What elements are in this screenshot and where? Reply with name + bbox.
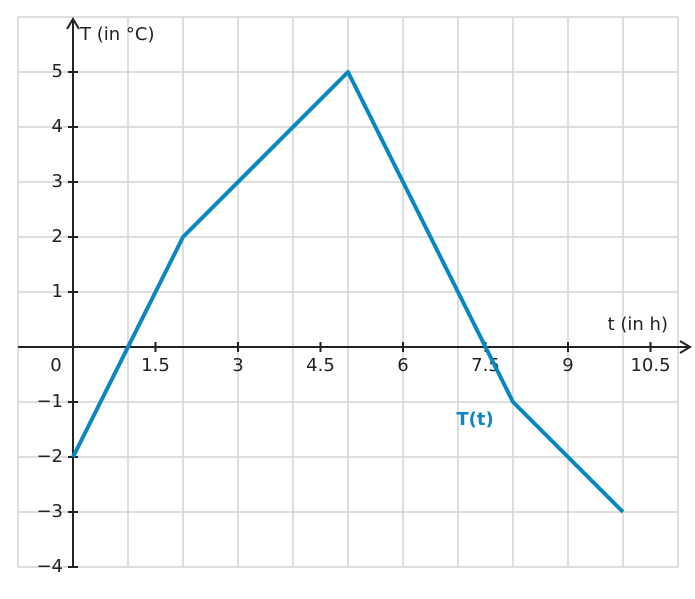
grid <box>17 16 679 568</box>
x-tick-label: 3 <box>232 355 243 376</box>
x-axis-arrow <box>679 340 692 354</box>
y-tick-label: 5 <box>52 61 63 82</box>
x-axis-label: t (in h) <box>608 314 668 335</box>
x-tick-label: 10.5 <box>630 355 670 376</box>
y-tick-label: −2 <box>36 446 63 467</box>
x-tick-label: 1.5 <box>141 355 170 376</box>
y-tick-label: −4 <box>36 556 63 577</box>
y-tick-label: 4 <box>52 116 63 137</box>
y-tick-label: 3 <box>52 171 63 192</box>
x-tick-label: 6 <box>397 355 408 376</box>
series-line <box>71 70 625 514</box>
x-tick-label: 4.5 <box>306 355 335 376</box>
y-tick-label: −3 <box>36 501 63 522</box>
x-tick-label: 0 <box>50 355 61 376</box>
y-axis-label: T (in °C) <box>79 24 154 45</box>
x-tick-label: 9 <box>562 355 573 376</box>
y-tick-label: 2 <box>52 226 63 247</box>
series-label: T(t) <box>456 409 493 430</box>
y-tick-label: −1 <box>36 391 63 412</box>
y-axis-arrow <box>66 17 80 30</box>
y-tick-label: 1 <box>52 281 63 302</box>
